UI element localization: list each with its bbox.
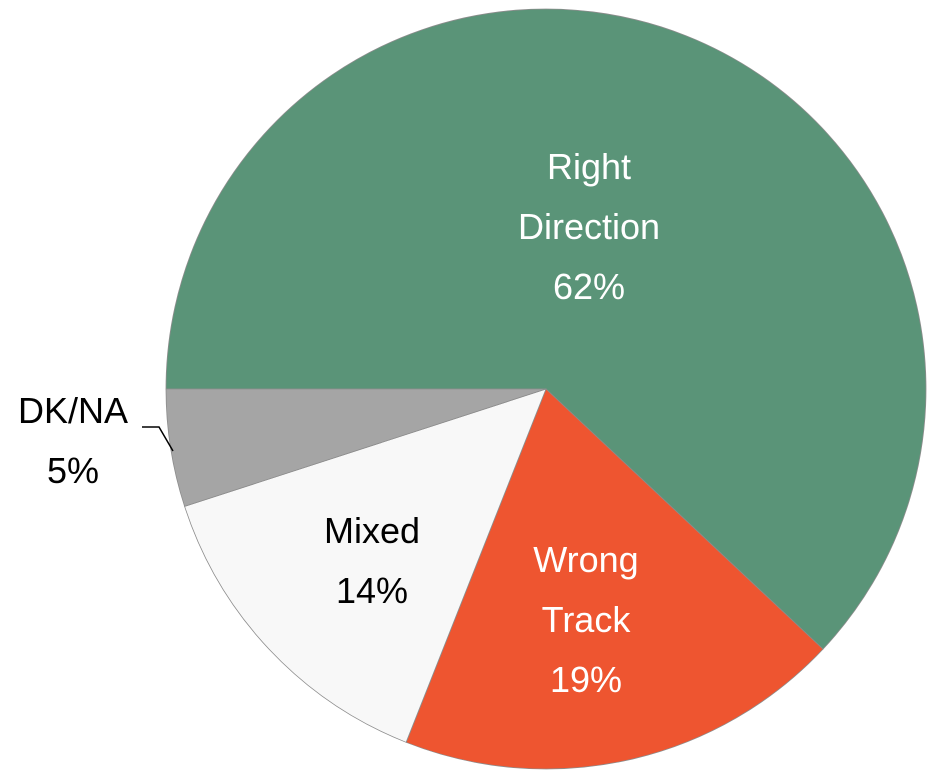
slice-value: 14% <box>335 570 409 611</box>
slice-label: DK/NA 5% <box>18 381 128 501</box>
slice-category: Right Direction <box>517 146 661 247</box>
slice-category: Wrong Track <box>533 539 639 640</box>
slice-value: 19% <box>549 659 623 700</box>
slice-category: Mixed <box>323 510 421 551</box>
slice-category: DK/NA <box>17 390 129 431</box>
pie-slice <box>405 388 824 770</box>
slice-value: 5% <box>46 450 100 491</box>
pie-slice <box>165 8 927 650</box>
slice-label: Mixed 14% <box>324 501 420 621</box>
leader-line <box>142 426 174 452</box>
slice-value: 62% <box>552 266 626 307</box>
slice-label: Right Direction 62% <box>518 137 660 317</box>
slice-label: Wrong Track 19% <box>533 530 638 710</box>
